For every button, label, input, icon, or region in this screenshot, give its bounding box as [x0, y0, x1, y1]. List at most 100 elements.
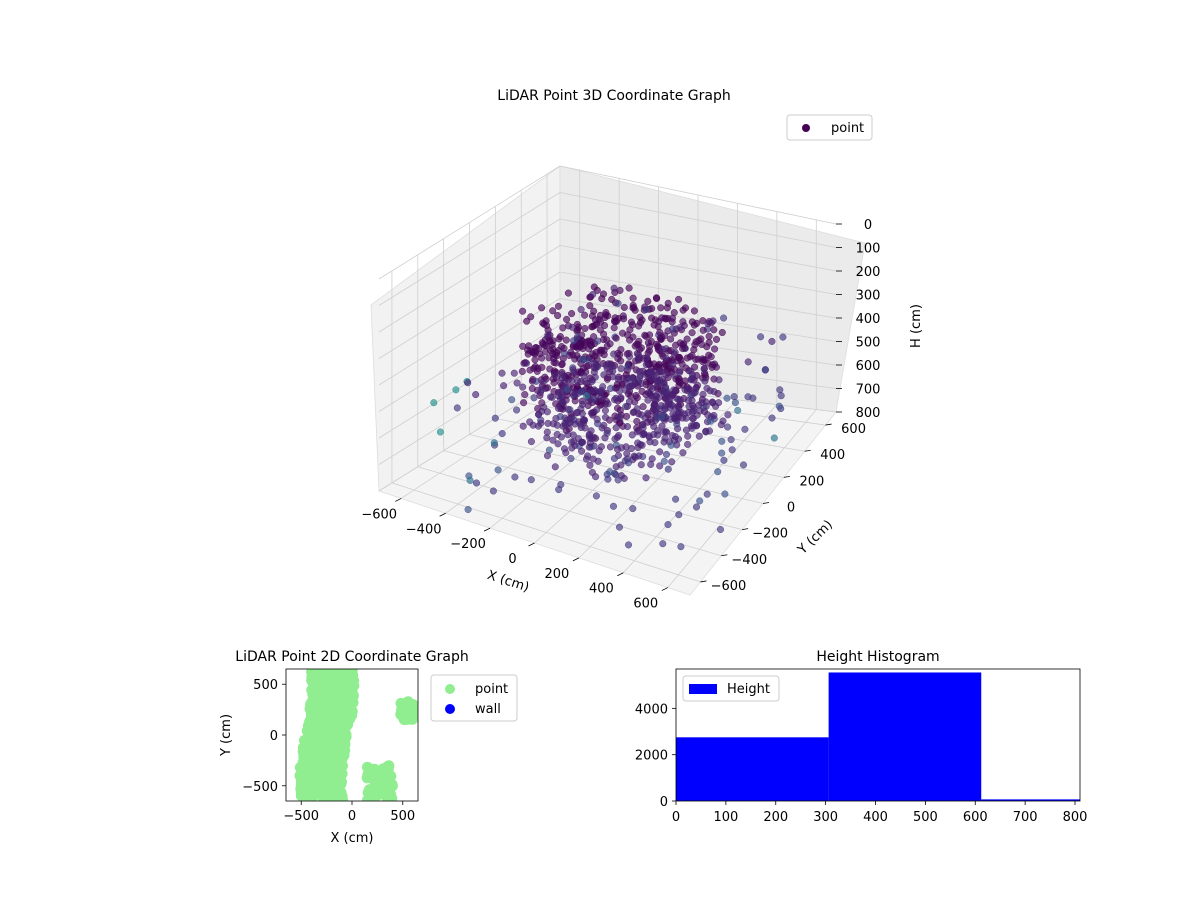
lidar-point-3d [617, 444, 626, 452]
grid-line-z-side [378, 218, 561, 333]
lidar-point-3d [549, 436, 557, 444]
x-tick-label-histogram: 400 [863, 810, 888, 825]
lidar-point-3d [573, 333, 581, 341]
lidar-point-3d [554, 404, 563, 412]
lidar-point-2d [313, 679, 325, 691]
lidar-point-3d [643, 354, 651, 362]
lidar-point-3d [727, 436, 735, 444]
y-tick-3d [783, 475, 790, 478]
lidar-point-3d [578, 356, 587, 364]
lidar-point-3d [452, 386, 460, 394]
x-tick-label-2d: 500 [390, 809, 415, 824]
lidar-point-3d [519, 383, 527, 391]
lidar-point-3d [592, 473, 600, 481]
y-tick-label-3d: 200 [799, 474, 824, 489]
lidar-point-3d [718, 449, 726, 457]
lidar-point-3d [521, 391, 529, 399]
lidar-point-3d [636, 441, 645, 449]
y-tick-label-2d: 500 [253, 678, 278, 693]
lidar-point-3d [734, 406, 742, 414]
lidar-point-3d [630, 408, 638, 416]
lidar-point-3d [646, 389, 654, 397]
lidar-point-3d [642, 332, 650, 340]
lidar-point-3d [556, 412, 564, 421]
lidar-point-3d [573, 377, 582, 385]
lidar-point-3d [648, 455, 656, 463]
lidar-point-3d [546, 365, 554, 373]
lidar-point-3d [551, 463, 559, 471]
lidar-point-3d [761, 366, 769, 374]
legend-2d: point wall [430, 674, 518, 722]
lidar-point-3d [624, 541, 633, 549]
lidar-point-3d [612, 424, 620, 432]
lidar-point-3d [539, 378, 547, 386]
legend-2d-label-point: point [475, 682, 508, 697]
lidar-point-3d [635, 322, 643, 330]
lidar-point-3d [695, 401, 703, 409]
lidar-point-3d [645, 347, 653, 355]
grid-line-z-back [559, 192, 837, 248]
lidar-point-3d [739, 461, 748, 469]
legend-3d-marker [802, 124, 810, 132]
lidar-point-3d [590, 368, 598, 376]
lidar-point-2d [308, 787, 320, 799]
lidar-point-3d [607, 384, 615, 392]
lidar-point-3d [579, 438, 587, 446]
lidar-point-3d [652, 294, 661, 302]
lidar-point-3d [671, 348, 679, 356]
lidar-point-3d [527, 438, 535, 446]
lidar-point-3d [626, 336, 634, 344]
lidar-point-3d [590, 386, 598, 394]
lidar-point-2d [309, 734, 321, 746]
lidar-point-2d [309, 670, 321, 682]
x-tick-label-3d: −200 [450, 537, 486, 552]
lidar-point-3d [707, 353, 715, 361]
lidar-point-3d [642, 361, 650, 369]
lidar-point-3d [606, 340, 614, 348]
legend-histogram: Height [682, 675, 780, 702]
lidar-point-3d [563, 315, 571, 323]
lidar-point-3d [623, 423, 632, 431]
lidar-point-3d [571, 355, 579, 363]
lidar-point-3d [553, 421, 561, 429]
lidar-point-3d [612, 317, 621, 325]
lidar-point-3d [581, 378, 589, 386]
lidar-point-3d [453, 404, 461, 412]
lidar-point-3d [625, 284, 633, 292]
y-tick-label-3d: 0 [787, 501, 795, 516]
lidar-point-3d [669, 325, 677, 333]
lidar-point-3d [620, 474, 628, 482]
grid-line-z-back [559, 245, 837, 295]
lidar-point-3d [699, 390, 707, 398]
lidar-point-2d [401, 704, 413, 715]
lidar-point-3d [776, 386, 784, 394]
lidar-point-3d [681, 344, 689, 352]
lidar-point-2d [335, 669, 347, 680]
lidar-point-2d [324, 786, 336, 798]
lidar-point-2d [318, 754, 330, 766]
lidar-point-3d [650, 371, 658, 379]
lidar-point-2d [379, 777, 391, 789]
lidar-point-3d [715, 376, 723, 384]
lidar-point-3d [698, 355, 707, 363]
lidar-point-3d [601, 406, 609, 415]
lidar-point-2d [314, 773, 326, 785]
lidar-point-3d [702, 428, 710, 436]
lidar-point-3d [614, 476, 622, 484]
z-tick-label-3d: 400 [856, 312, 881, 327]
lidar-point-3d [744, 358, 752, 366]
legend-histogram-label: Height [727, 682, 770, 697]
lidar-point-3d [609, 502, 618, 510]
lidar-point-3d [636, 372, 644, 380]
lidar-point-3d [614, 299, 622, 307]
lidar-point-3d [578, 410, 586, 418]
lidar-point-3d [610, 454, 618, 463]
y-tick-label-3d: 600 [841, 422, 866, 437]
lidar-point-3d [593, 406, 601, 414]
lidar-point-3d [543, 452, 552, 460]
lidar-point-3d [709, 399, 717, 407]
lidar-point-3d [617, 394, 625, 402]
z-tick-label-3d: 300 [856, 289, 881, 304]
lidar-point-3d [612, 334, 620, 342]
y-tick-3d [700, 580, 707, 583]
